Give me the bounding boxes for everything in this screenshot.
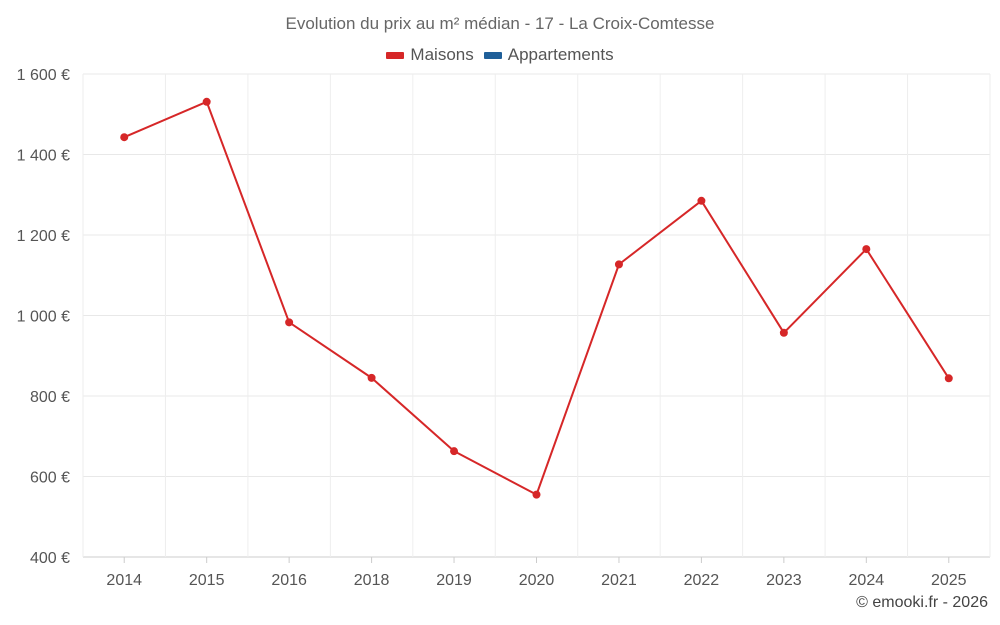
x-tick-label: 2014 (106, 572, 142, 589)
data-point (697, 196, 706, 205)
x-tick-label: 2019 (436, 572, 472, 589)
legend-label-maisons: Maisons (410, 45, 474, 64)
x-tick-label: 2020 (519, 572, 555, 589)
y-tick-label: 1 000 € (17, 309, 70, 326)
x-tick-label: 2022 (684, 572, 720, 589)
y-tick-label: 800 € (30, 389, 70, 406)
legend-item-maisons[interactable]: Maisons (386, 45, 474, 65)
y-tick-label: 1 400 € (17, 148, 70, 165)
y-tick-label: 1 600 € (17, 67, 70, 84)
data-point (779, 328, 788, 337)
data-point (862, 245, 871, 254)
data-point (614, 260, 623, 269)
x-tick-label: 2015 (189, 572, 225, 589)
legend-item-appartements[interactable]: Appartements (483, 45, 614, 65)
data-point (532, 490, 541, 499)
credit-text: © emooki.fr - 2026 (856, 594, 988, 611)
chart-title: Evolution du prix au m² médian - 17 - La… (285, 14, 715, 33)
y-tick-label: 400 € (30, 550, 70, 567)
data-point (120, 133, 129, 142)
x-tick-label: 2021 (601, 572, 637, 589)
legend-swatch-appartements (483, 51, 502, 59)
data-point (450, 447, 459, 456)
y-tick-label: 600 € (30, 470, 70, 487)
legend: Maisons Appartements (0, 45, 1000, 65)
legend-label-appartements: Appartements (507, 45, 614, 64)
x-tick-label: 2025 (931, 572, 967, 589)
x-tick-label: 2018 (354, 572, 390, 589)
data-point (285, 318, 294, 327)
x-tick-label: 2024 (849, 572, 885, 589)
y-tick-label: 1 200 € (17, 228, 70, 245)
data-point (202, 97, 211, 106)
x-tick-label: 2023 (766, 572, 802, 589)
x-tick-label: 2016 (271, 572, 307, 589)
legend-swatch-maisons (386, 51, 405, 59)
data-point (367, 373, 376, 382)
data-point (944, 374, 953, 383)
